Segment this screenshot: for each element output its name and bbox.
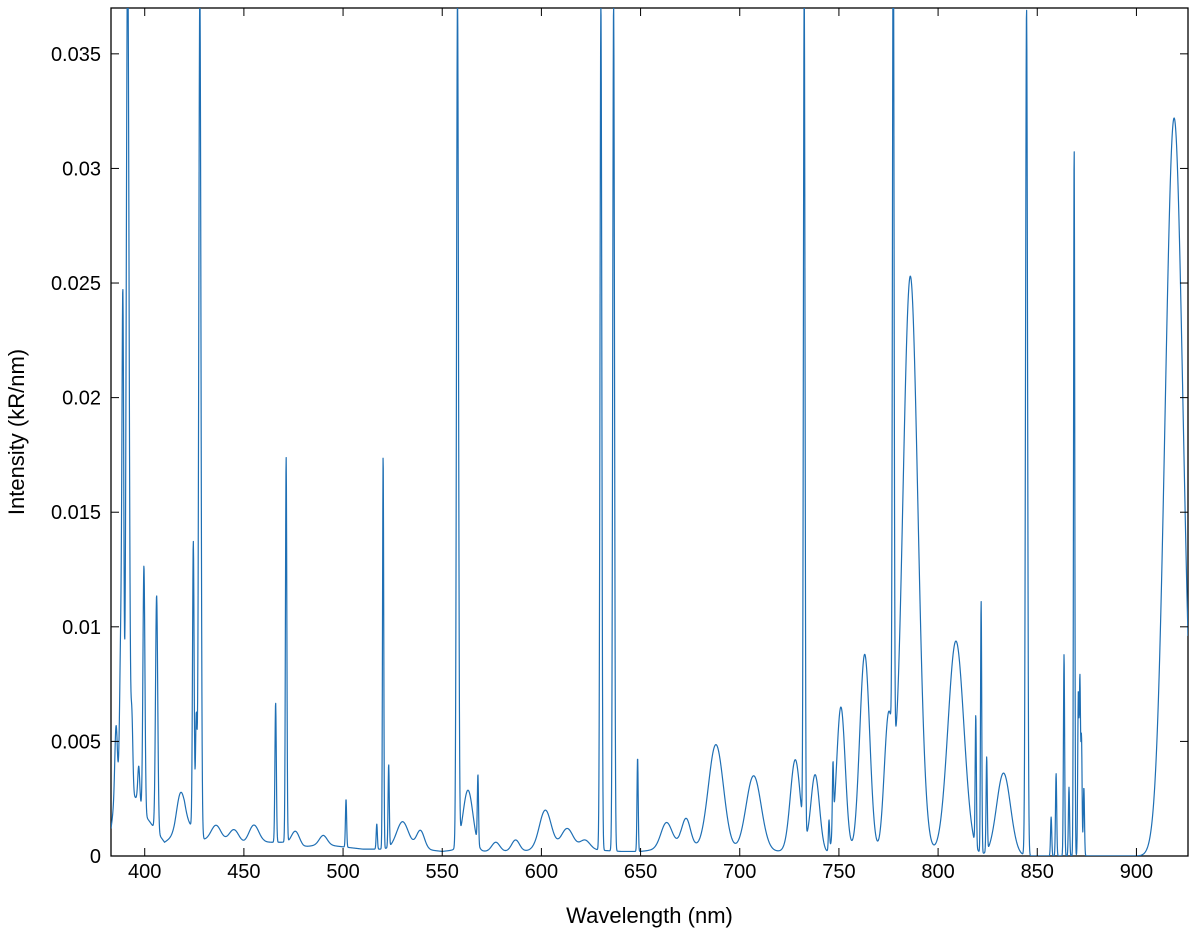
- x-tick-label: 500: [326, 861, 359, 883]
- y-tick-label: 0.03: [62, 158, 101, 180]
- x-axis: 400 450 500 550 600 650 700 750 800 850 900: [128, 8, 1153, 883]
- plot-area: [110, 7, 1189, 857]
- x-tick-label: 550: [426, 861, 459, 883]
- y-tick-label: 0.005: [51, 731, 101, 753]
- y-axis: 0 0.005 0.01 0.015 0.02 0.025 0.03 0.035: [51, 44, 1188, 868]
- x-tick-label: 700: [723, 861, 756, 883]
- x-tick-label: 800: [921, 861, 954, 883]
- x-tick-label: 850: [1021, 861, 1054, 883]
- y-tick-label: 0.02: [62, 388, 101, 410]
- x-tick-label: 750: [822, 861, 855, 883]
- x-tick-label: 400: [128, 861, 161, 883]
- x-tick-label: 650: [624, 861, 657, 883]
- x-tick-label: 600: [525, 861, 558, 883]
- y-tick-label: 0.025: [51, 273, 101, 295]
- y-tick-label: 0.015: [51, 502, 101, 524]
- x-tick-label: 450: [227, 861, 260, 883]
- y-axis-label: Intensity (kR/nm): [4, 349, 29, 515]
- y-tick-label: 0.01: [62, 617, 101, 639]
- plot-frame: [110, 7, 1189, 857]
- x-axis-label: Wavelength (nm): [566, 903, 733, 928]
- x-tick-label: 900: [1120, 861, 1153, 883]
- series-line-intensity: [111, 8, 1188, 856]
- y-tick-label: 0.035: [51, 44, 101, 66]
- y-tick-label: 0: [90, 846, 101, 868]
